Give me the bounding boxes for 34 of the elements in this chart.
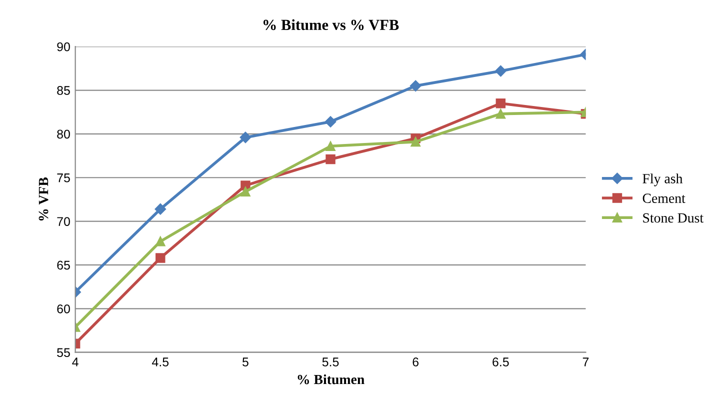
point	[326, 154, 336, 164]
y-tick-label: 60	[57, 304, 70, 314]
point	[156, 236, 166, 246]
y-tick-label: 75	[57, 174, 70, 182]
x-tick-label: 4	[72, 358, 78, 366]
x-tick-label: 6	[412, 358, 419, 366]
point	[496, 108, 506, 119]
point	[410, 136, 420, 147]
x-axis-title: % Bitumen	[298, 374, 364, 384]
legend-label: Cement	[642, 194, 686, 203]
chart-title: % Bitume vs % VFB	[263, 19, 399, 30]
point	[324, 116, 336, 128]
y-tick-label: 70	[57, 217, 70, 226]
x-tick-label: 5.5	[322, 358, 339, 366]
y-axis-title: % VFB	[38, 177, 48, 220]
x-tick-label: 4.5	[152, 358, 169, 366]
point	[156, 253, 166, 263]
point	[240, 132, 252, 144]
legend-label: Fly ash	[642, 174, 683, 186]
point	[154, 203, 166, 215]
y-tick-label: 65	[57, 260, 70, 270]
point	[410, 80, 422, 92]
y-tick-label: 85	[57, 86, 70, 95]
y-tick-label: 80	[57, 130, 70, 139]
point	[240, 186, 250, 196]
point	[326, 141, 336, 152]
point	[496, 98, 506, 108]
y-tick-label: 55	[57, 348, 70, 357]
legend-label: Stone Dust	[643, 213, 704, 223]
y-tick-label: 90	[57, 42, 70, 52]
x-tick-label: 7	[582, 358, 589, 366]
point	[495, 65, 506, 77]
x-tick-label: 5	[242, 358, 248, 366]
x-tick-label: 6.5	[492, 358, 509, 366]
